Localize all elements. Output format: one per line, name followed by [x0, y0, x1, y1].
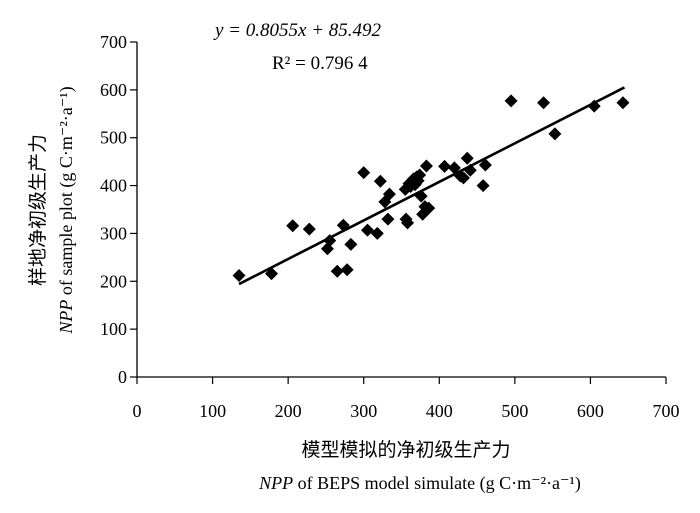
x-axis-label-english: NPP of BEPS model simulate (g C·m⁻²·a⁻¹) [258, 473, 581, 494]
data-point-diamond [478, 158, 492, 172]
y-tick-label: 0 [118, 367, 127, 387]
r-squared-label: R² = 0.796 4 [272, 53, 368, 74]
y-tick-label: 500 [100, 128, 127, 148]
trendline [238, 86, 626, 286]
data-point-diamond [587, 99, 601, 113]
x-axis-label-var: NPP [258, 473, 293, 493]
y-axis-label-chinese-group: 样地净初级生产力 [27, 134, 49, 286]
data-point-diamond [456, 171, 470, 185]
y-axis-label-var: NPP [56, 300, 76, 335]
data-point-diamond [401, 216, 415, 230]
data-point-diamond [330, 264, 344, 278]
data-point-diamond [548, 127, 562, 141]
data-point-diamond [340, 263, 354, 277]
data-point-diamond [357, 166, 371, 180]
y-tick-label: 100 [100, 319, 127, 339]
axes: 0 100 200 300 400 500 600 700 0 100 200 300 400 500 60… [100, 32, 680, 421]
data-point-diamond [537, 96, 551, 110]
trendline-group [238, 86, 626, 286]
x-tick-label: 700 [653, 401, 680, 421]
regression-equation: y = 0.8055x + 85.492 [213, 20, 382, 41]
data-point-diamond [286, 219, 300, 233]
x-tick-label: 300 [350, 401, 377, 421]
y-tick-label: 300 [100, 223, 127, 243]
data-points [232, 94, 630, 283]
data-point-diamond [616, 96, 630, 110]
data-point-diamond [438, 159, 452, 173]
data-point-diamond [422, 201, 436, 215]
y-axis-label-english: NPP of sample plot (g C·m⁻²·a⁻¹) [56, 86, 77, 334]
data-point-diamond [370, 226, 384, 240]
y-axis-label-chinese: 样地净初级生产力 [27, 134, 49, 286]
y-axis-label-rest: of sample plot (g C·m⁻²·a⁻¹) [56, 86, 77, 299]
data-point-diamond [232, 269, 246, 283]
x-tick-label: 500 [501, 401, 528, 421]
data-point-diamond [302, 222, 316, 236]
data-point-diamond [360, 223, 374, 237]
x-tick-label: 100 [199, 401, 226, 421]
data-point-diamond [413, 168, 427, 182]
y-tick-label: 400 [100, 176, 127, 196]
data-point-diamond [504, 94, 518, 108]
x-tick-label: 0 [133, 401, 142, 421]
data-point-diamond [382, 187, 396, 201]
data-point-diamond [476, 179, 490, 193]
x-tick-label: 200 [275, 401, 302, 421]
data-point-diamond [460, 151, 474, 165]
y-axis-label-english-group: NPP of sample plot (g C·m⁻²·a⁻¹) [56, 86, 77, 334]
data-point-diamond [381, 212, 395, 226]
data-point-diamond [419, 159, 433, 173]
data-point-diamond [344, 237, 358, 251]
x-tick-label: 600 [577, 401, 604, 421]
x-axis-label-chinese: 模型模拟的净初级生产力 [301, 439, 510, 461]
x-tick-label: 400 [426, 401, 453, 421]
data-point-diamond [373, 174, 387, 188]
y-tick-label: 200 [100, 271, 127, 291]
y-tick-label: 700 [100, 32, 127, 52]
y-tick-label: 600 [100, 80, 127, 100]
x-axis-label-rest: of BEPS model simulate (g C·m⁻²·a⁻¹) [293, 473, 581, 494]
